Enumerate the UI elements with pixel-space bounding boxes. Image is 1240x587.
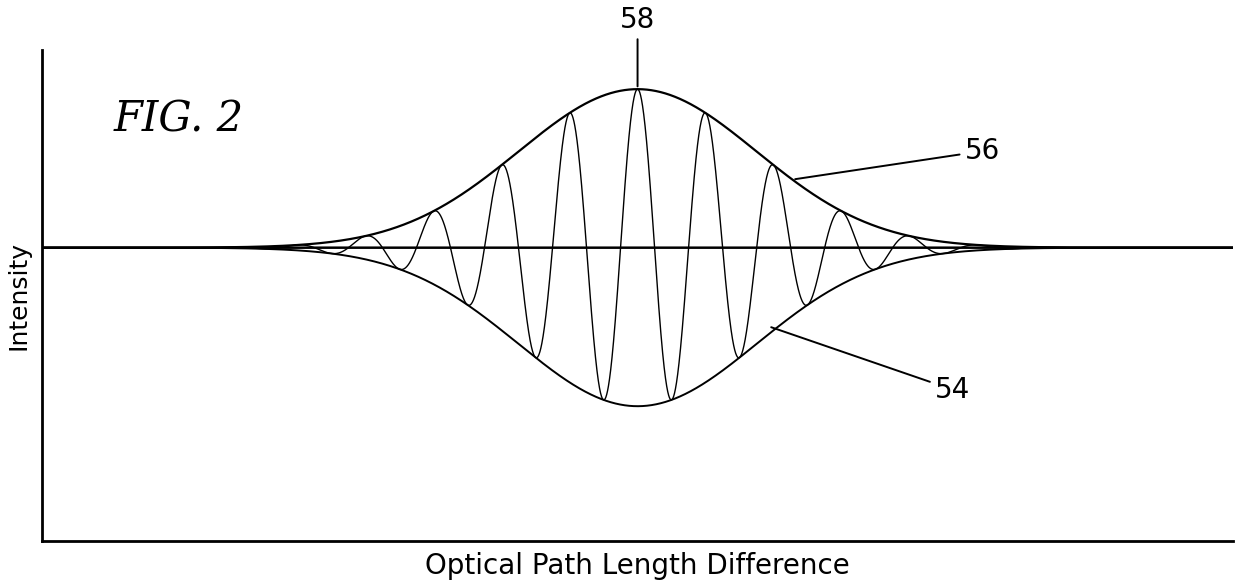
Text: 54: 54: [771, 327, 971, 404]
Text: 58: 58: [620, 6, 655, 86]
X-axis label: Optical Path Length Difference: Optical Path Length Difference: [425, 552, 849, 580]
Text: 56: 56: [795, 137, 1001, 179]
Text: FIG. 2: FIG. 2: [114, 99, 243, 141]
Y-axis label: Intensity: Intensity: [7, 241, 31, 350]
